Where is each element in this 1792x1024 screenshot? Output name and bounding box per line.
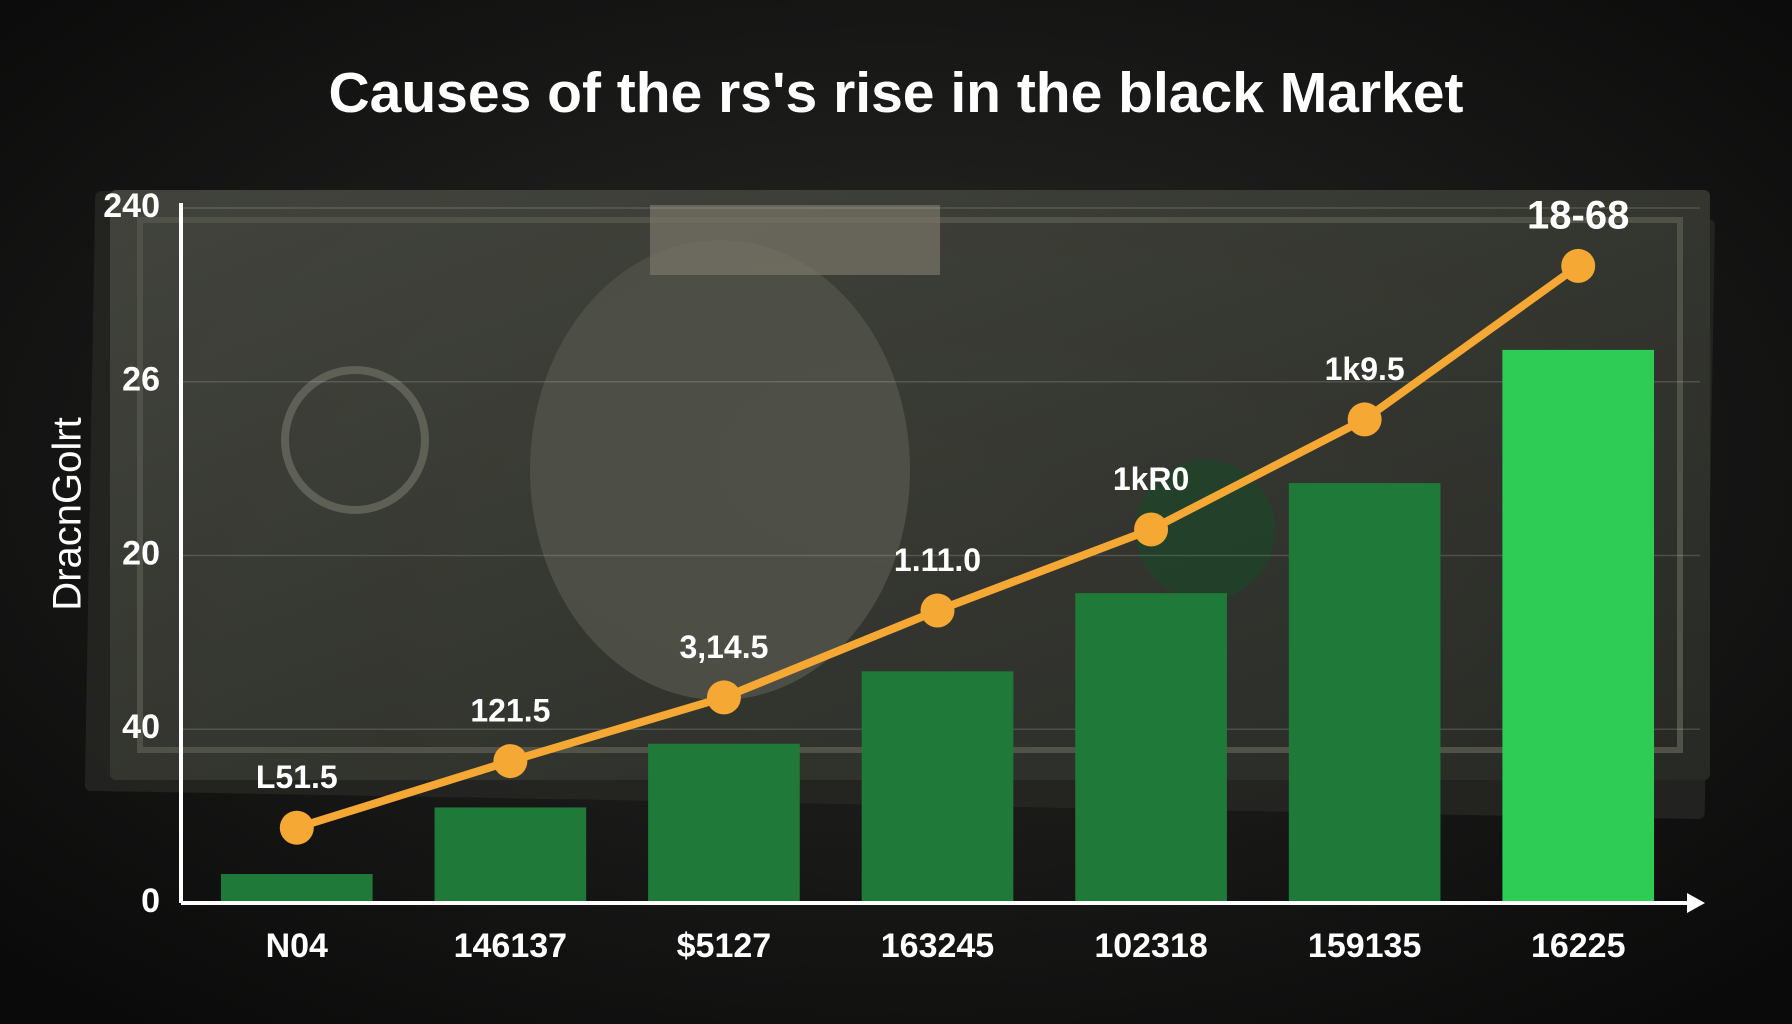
bar (1075, 593, 1227, 903)
x-tick-label: $5127 (677, 927, 772, 965)
point-label: 1k9.5 (1325, 351, 1405, 387)
x-tick-label: 16225 (1531, 927, 1626, 965)
y-tick-label: 0 (141, 882, 160, 920)
point-label: 3,14.5 (679, 629, 768, 665)
bar (1502, 349, 1655, 903)
y-tick-label: 26 (122, 361, 160, 399)
point-label: L51.5 (256, 759, 338, 795)
point-label: 1.11.0 (894, 542, 981, 578)
point-label: 18-68 (1527, 193, 1629, 237)
line-point (279, 810, 314, 845)
point-label: 1kR0 (1113, 461, 1190, 497)
bar (1288, 483, 1441, 903)
x-tick-label: 163245 (881, 927, 994, 965)
bar (648, 743, 800, 903)
line-point (493, 744, 528, 779)
line-point (920, 593, 955, 628)
x-axis-arrow (1687, 893, 1705, 913)
x-tick-label: 159135 (1308, 927, 1421, 965)
x-tick-label: 102318 (1094, 927, 1207, 965)
bar (220, 874, 373, 903)
x-tick-label: 146137 (454, 927, 567, 965)
bar (434, 807, 587, 903)
y-tick-label: 240 (103, 187, 160, 225)
y-axis-label: DracnGolrt (46, 417, 90, 610)
line-point (1347, 402, 1382, 437)
line-point (1561, 248, 1596, 283)
x-tick-label: N04 (266, 927, 328, 965)
chart-title: Causes of the rs's rise in the black Mar… (329, 61, 1464, 125)
y-tick-label: 20 (122, 534, 160, 572)
plot-area: L51.5 121.5 3,14.5 1.11.0 1kR0 1k9.5 18-68 (181, 193, 1700, 904)
y-tick-label: 40 (122, 708, 160, 746)
bar (861, 671, 1014, 903)
point-label: 121.5 (470, 693, 550, 729)
line-point (1134, 512, 1169, 547)
line-point (706, 680, 741, 715)
